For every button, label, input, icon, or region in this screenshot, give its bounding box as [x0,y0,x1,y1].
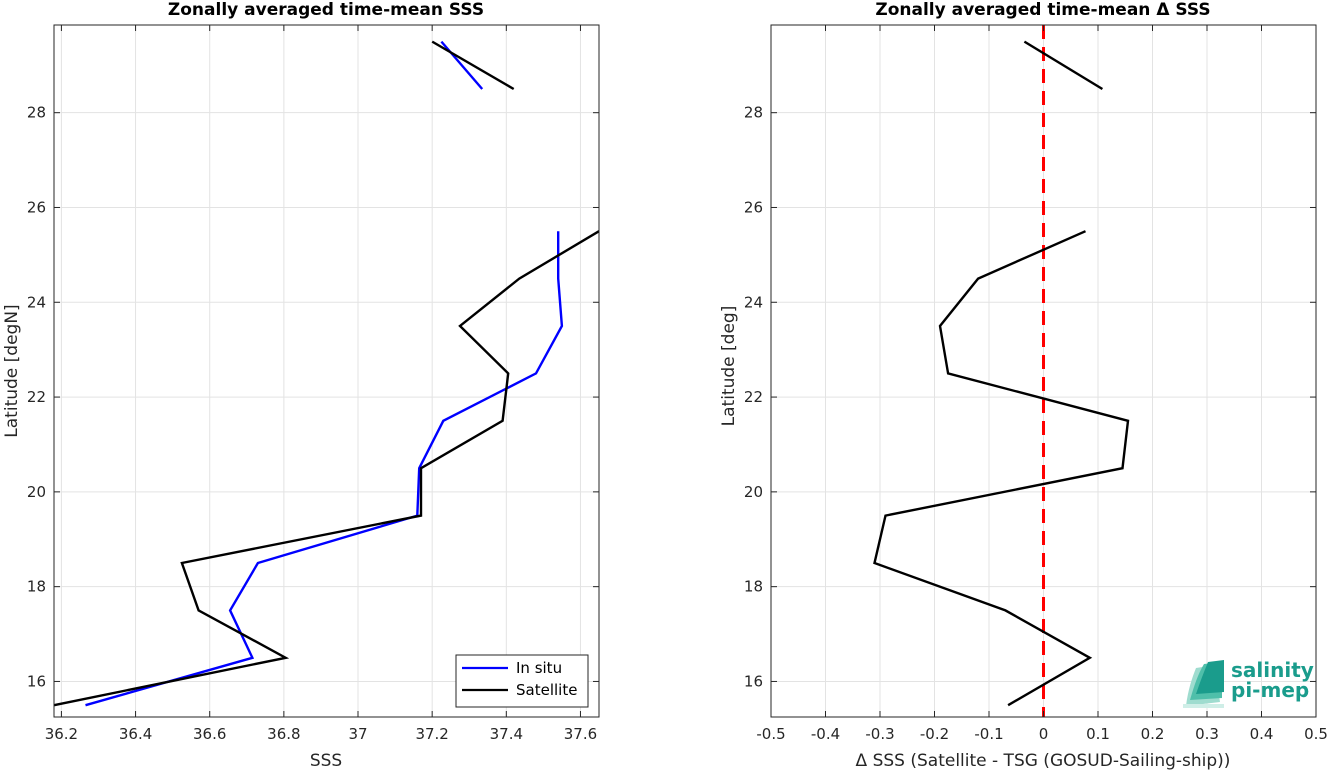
x-tick-label: -0.1 [974,725,1003,743]
y-tick-label: 28 [744,104,763,122]
axes-box [770,24,1317,718]
x-tick-label: 36.8 [267,725,300,743]
series-lines [53,40,600,707]
legend-box [455,654,589,708]
series-line-in-situ [440,40,484,90]
y-axis-label: Latitude [degN] [2,304,22,437]
x-tick-label: 36.2 [45,725,78,743]
legend-label-satellite: Satellite [516,681,577,699]
y-tick-label: 26 [744,198,763,216]
legend: In situ Satellite [455,654,589,708]
y-tick-label: 22 [27,388,46,406]
x-axis-label: Δ SSS (Satellite - TSG (GOSUD-Sailing-sh… [856,751,1231,770]
salinity-pi-mep-logo: salinity pi-mep [1183,658,1314,708]
legend-label-in-situ: In situ [516,659,562,677]
y-axis-label: Latitude [deg] [719,306,739,427]
plot-area [54,25,599,717]
x-tick-label: 0.2 [1141,725,1165,743]
axis-ticks: 36.2 36.4 36.6 36.8 37 37.2 37.4 37.6 16 18 20 22 24… [27,25,599,743]
series-line-delta [873,230,1130,707]
series-line-in-situ [85,231,564,707]
y-tick-label: 28 [27,104,46,122]
y-tick-label: 20 [744,483,763,501]
x-tick-label: 36.4 [119,725,152,743]
chart-title: Zonally averaged time-mean SSS [168,0,484,20]
axis-ticks: -0.5 -0.4 -0.3 -0.2 -0.1 0 0.1 0.2 0.3 0.4 0.5 16 18… [744,25,1328,743]
x-tick-label: 0.4 [1250,725,1274,743]
wave-icon [1183,660,1224,708]
x-tick-label: 0.1 [1086,725,1110,743]
y-tick-label: 24 [744,293,763,311]
y-tick-label: 24 [27,293,46,311]
delta-sss-panel: -0.5 -0.4 -0.3 -0.2 -0.1 0 0.1 0.2 0.3 0.4 0.5 16 18… [719,0,1328,770]
x-tick-label: 37.2 [415,725,448,743]
x-tick-label: 36.6 [193,725,226,743]
grid-lines [54,25,599,717]
axes-box [53,24,600,718]
series-line-satellite [53,230,600,707]
series-lines [873,40,1130,707]
x-tick-label: -0.2 [920,725,949,743]
x-tick-label: 0 [1039,725,1049,743]
y-tick-label: 18 [27,578,46,596]
y-tick-label: 20 [27,483,46,501]
x-tick-label: 37 [348,725,367,743]
logo-line-1: salinity [1231,658,1314,682]
x-tick-label: 0.5 [1304,725,1328,743]
x-tick-label: 0.3 [1195,725,1219,743]
x-tick-label: 37.4 [490,725,523,743]
y-tick-label: 18 [744,578,763,596]
x-tick-label: -0.5 [756,725,785,743]
x-tick-label: 37.6 [564,725,597,743]
series-line-delta [1023,40,1104,91]
x-axis-label: SSS [310,751,342,770]
y-tick-label: 26 [27,198,46,216]
logo-line-2: pi-mep [1231,678,1309,702]
chart-title: Zonally averaged time-mean Δ SSS [875,0,1210,20]
sss-panel: 36.2 36.4 36.6 36.8 37 37.2 37.4 37.6 16 18 20 22 24… [2,0,600,770]
x-tick-label: -0.3 [865,725,894,743]
y-tick-label: 16 [744,672,763,690]
x-tick-label: -0.4 [811,725,840,743]
y-tick-label: 16 [27,672,46,690]
series-line-satellite [431,40,515,91]
y-tick-label: 22 [744,388,763,406]
